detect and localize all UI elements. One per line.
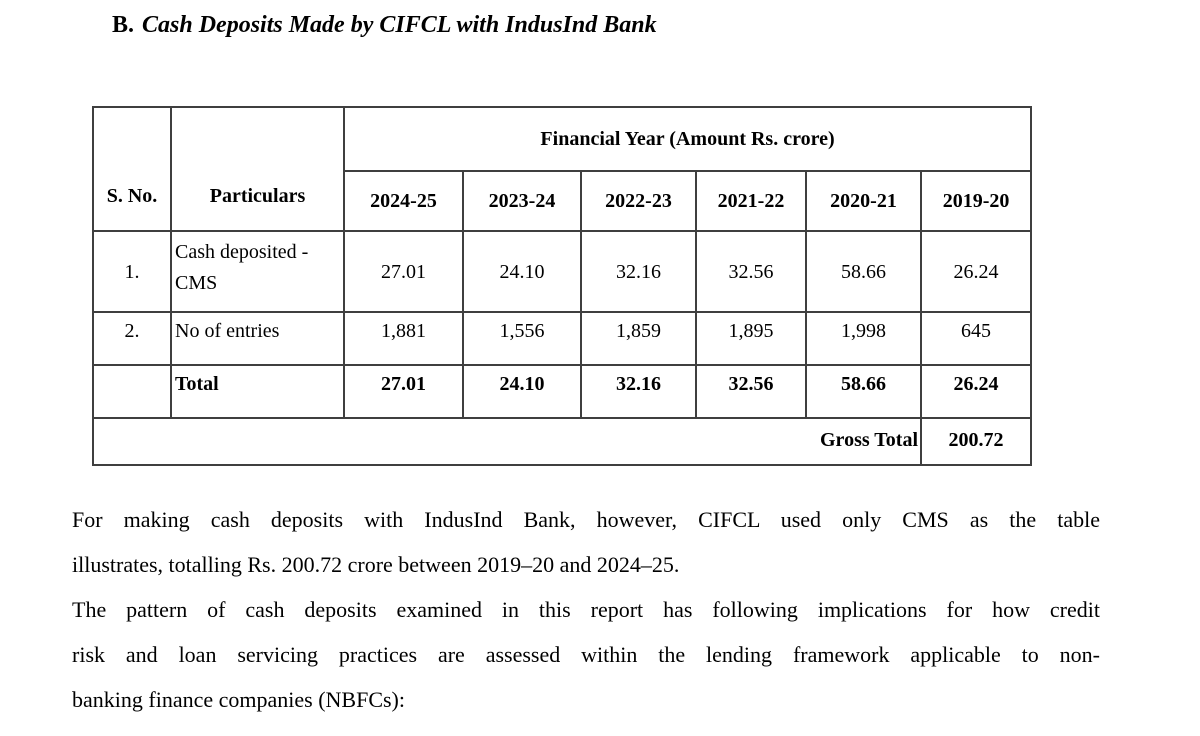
cell-s-no: 2. <box>92 311 172 366</box>
col-header-year: 2021-22 <box>695 170 807 232</box>
cell-total-value: 27.01 <box>343 364 464 419</box>
table-row-no-of-entries: 2. No of entries 1,881 1,556 1,859 1,895… <box>92 311 1033 366</box>
section-letter: B. <box>112 12 135 38</box>
col-header-year: 2019-20 <box>919 170 1033 232</box>
body-text: For making cash deposits with IndusInd B… <box>72 497 1100 722</box>
col-header-year: 2024-25 <box>343 170 464 232</box>
paragraph-line: banking finance companies (NBFCs): <box>72 687 405 712</box>
cell-value: 32.16 <box>580 230 697 313</box>
cell-value: 27.01 <box>343 230 464 313</box>
table-header-row-top: S. No. Particulars Financial Year (Amoun… <box>92 106 1033 232</box>
paragraph-line: The pattern of cash deposits examined in… <box>72 597 1100 622</box>
paragraph-line: illustrates, totalling Rs. 200.72 crore … <box>72 552 680 577</box>
cell-value: 1,895 <box>695 311 807 366</box>
cell-value: 24.10 <box>462 230 582 313</box>
cell-total-value: 26.24 <box>919 364 1033 419</box>
cell-value: 1,998 <box>805 311 922 366</box>
table-row-gross-total: Gross Total 200.72 <box>92 417 1033 466</box>
cell-value: 26.24 <box>919 230 1033 313</box>
col-header-year: 2023-24 <box>462 170 582 232</box>
cell-particulars: Cash deposited - CMS <box>170 230 345 313</box>
cell-value: 645 <box>919 311 1033 366</box>
cell-value: 32.56 <box>695 230 807 313</box>
cell-s-no: 1. <box>92 230 172 313</box>
table-header-row-years: 2024-25 2023-24 2022-23 2021-22 2020-21 … <box>93 170 1033 232</box>
section-heading: B. Cash Deposits Made by CIFCL with Indus… <box>112 11 657 39</box>
cell-value: 1,881 <box>343 311 464 366</box>
col-header-year: 2022-23 <box>580 170 697 232</box>
cell-total-value: 24.10 <box>462 364 582 419</box>
col-header-s-no: S. No. <box>92 106 172 232</box>
cell-total-value: 32.16 <box>580 364 697 419</box>
cell-value: 1,556 <box>462 311 582 366</box>
table-row-total: Total 27.01 24.10 32.16 32.56 58.66 26.2… <box>92 364 1033 419</box>
cell-value: 1,859 <box>580 311 697 366</box>
col-header-financial-year: Financial Year (Amount Rs. crore) <box>342 106 1033 172</box>
paragraph-line: risk and loan servicing practices are as… <box>72 642 1100 667</box>
particulars-line: Cash deposited - <box>175 241 309 263</box>
cell-gross-total-label: Gross Total <box>92 417 922 466</box>
particulars-line: CMS <box>175 272 218 294</box>
cell-total-value: 58.66 <box>805 364 922 419</box>
cash-deposits-table: S. No. Particulars Financial Year (Amoun… <box>92 106 1033 466</box>
cell-particulars: No of entries <box>170 311 345 366</box>
table-row-cash-deposited: 1. Cash deposited - CMS 27.01 24.10 32.1… <box>92 230 1033 313</box>
paragraph-line: For making cash deposits with IndusInd B… <box>72 507 1100 532</box>
cell-gross-total-value: 200.72 <box>919 417 1033 466</box>
cell-total-value: 32.56 <box>695 364 807 419</box>
cell-s-no-empty <box>92 364 172 419</box>
col-header-particulars: Particulars <box>170 106 345 232</box>
cell-total-label: Total <box>170 364 345 419</box>
cell-value: 58.66 <box>805 230 922 313</box>
section-title-text: Cash Deposits Made by CIFCL with IndusIn… <box>142 12 657 38</box>
col-header-year: 2020-21 <box>805 170 922 232</box>
